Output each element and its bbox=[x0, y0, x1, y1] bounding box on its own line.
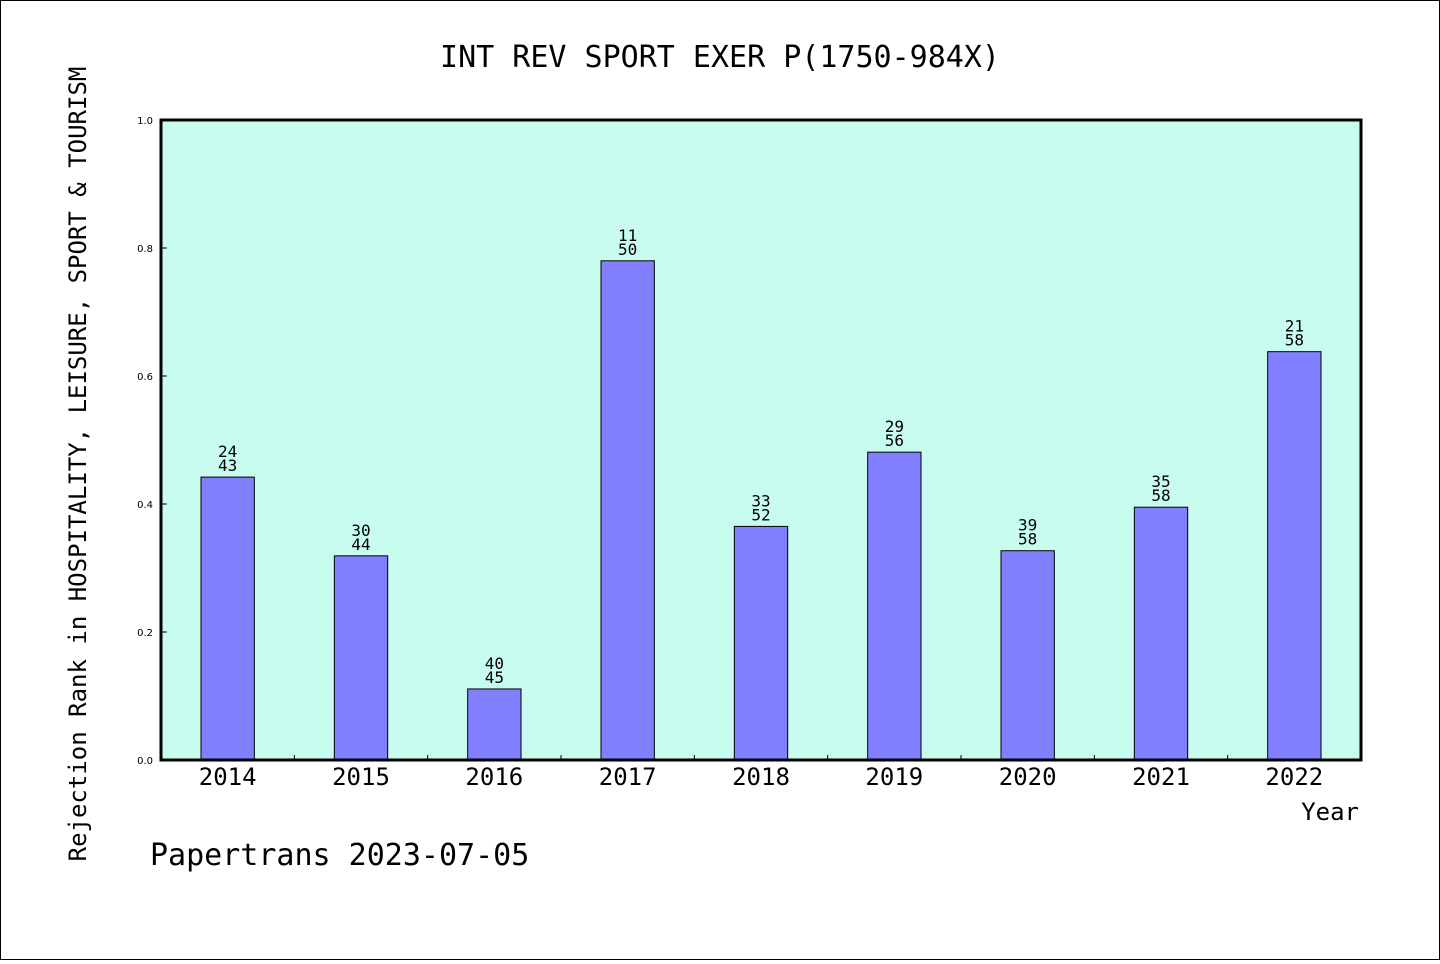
chart-title: INT REV SPORT EXER P(1750-984X) bbox=[440, 40, 1000, 75]
y-tick-label-0.4: 0.4 bbox=[137, 500, 153, 511]
bar-2021 bbox=[1133, 506, 1189, 761]
bar-2019 bbox=[867, 451, 922, 761]
y-tick-label-0.6: 0.6 bbox=[137, 372, 153, 383]
data-label-top-2015: 30 bbox=[351, 521, 370, 540]
data-label-bottom-2014: 43 bbox=[218, 456, 237, 475]
x-tick-label-2018: 2018 bbox=[732, 763, 790, 791]
bar-2015 bbox=[333, 555, 389, 761]
data-label-bottom-2020: 58 bbox=[1018, 530, 1037, 549]
bar-2022 bbox=[1267, 351, 1322, 761]
x-tick-label-2020: 2020 bbox=[999, 763, 1057, 791]
data-label-top-2019: 29 bbox=[885, 417, 904, 436]
x-ticks-layer: 2014 2015 2016 2017 2018 2019 2020 2021 2022 bbox=[199, 755, 1323, 791]
x-tick-label-2015: 2015 bbox=[332, 763, 390, 791]
data-label-top-2017: 11 bbox=[618, 226, 637, 245]
data-label-bottom-2015: 44 bbox=[351, 535, 370, 554]
data-label-bottom-2018: 52 bbox=[751, 505, 770, 524]
bar-2017 bbox=[600, 260, 655, 761]
x-tick-label-2019: 2019 bbox=[865, 763, 923, 791]
y-tick-label-1.0: 1.0 bbox=[137, 116, 153, 127]
data-label-top-2022: 21 bbox=[1285, 317, 1304, 336]
bar-2020 bbox=[1000, 550, 1055, 761]
y-tick-label-0.2: 0.2 bbox=[137, 628, 153, 639]
data-label-bottom-2017: 50 bbox=[618, 240, 637, 259]
y-axis-label: Rejection Rank in HOSPITALITY, LEISURE, … bbox=[64, 67, 92, 862]
data-label-top-2020: 39 bbox=[1018, 516, 1037, 535]
bars-layer bbox=[200, 260, 1322, 761]
x-tick-label-2022: 2022 bbox=[1265, 763, 1323, 791]
x-tick-label-2016: 2016 bbox=[465, 763, 523, 791]
data-label-top-2014: 24 bbox=[218, 442, 237, 461]
plot-border bbox=[159, 118, 1363, 762]
data-label-top-2021: 35 bbox=[1151, 472, 1170, 491]
footer-credit: Papertrans 2023-07-05 bbox=[150, 838, 529, 873]
x-tick-label-2014: 2014 bbox=[199, 763, 257, 791]
data-label-bottom-2019: 56 bbox=[885, 431, 904, 450]
x-tick-label-2017: 2017 bbox=[599, 763, 657, 791]
y-tick-label-0.8: 0.8 bbox=[137, 244, 153, 255]
x-axis-label: Year bbox=[1301, 798, 1359, 826]
bar-2014 bbox=[200, 476, 255, 761]
bar-2016 bbox=[467, 688, 522, 761]
data-label-top-2016: 40 bbox=[485, 654, 504, 673]
data-label-bottom-2016: 45 bbox=[485, 668, 504, 687]
bar-2018 bbox=[733, 525, 789, 761]
data-label-bottom-2022: 58 bbox=[1285, 331, 1304, 350]
y-tick-label-0.0: 0.0 bbox=[137, 756, 153, 767]
x-tick-label-2021: 2021 bbox=[1132, 763, 1190, 791]
data-label-bottom-2021: 58 bbox=[1151, 486, 1170, 505]
data-label-top-2018: 33 bbox=[751, 491, 770, 510]
